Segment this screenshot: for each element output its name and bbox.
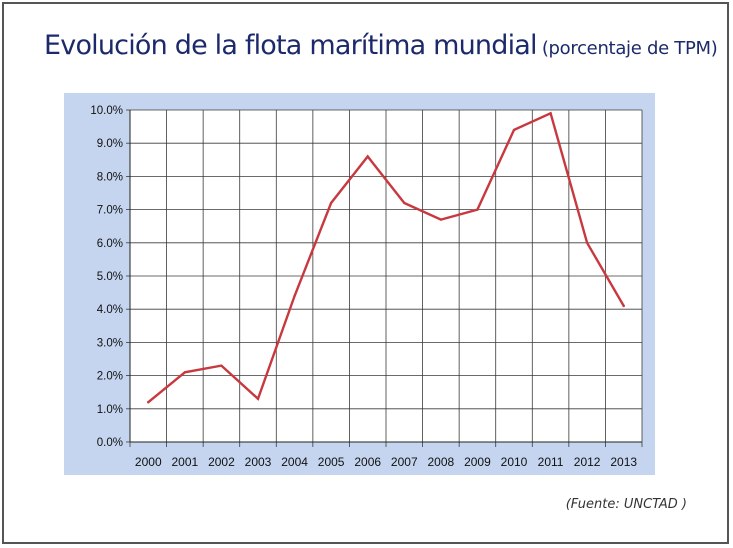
x-tick-label: 2009 xyxy=(464,455,491,469)
data-point xyxy=(220,364,223,367)
chart-title-main: Evolución de la flota marítima mundial xyxy=(44,30,538,61)
data-point xyxy=(147,400,150,404)
data-point xyxy=(256,397,260,401)
series-layer xyxy=(147,111,625,404)
data-point xyxy=(403,201,406,205)
y-tick-label: 8.0% xyxy=(97,171,123,183)
x-tick-label: 2002 xyxy=(208,455,235,469)
data-point xyxy=(549,112,552,115)
x-tick-label: 2012 xyxy=(574,455,601,469)
data-point xyxy=(585,241,589,244)
y-tick-label: 6.0% xyxy=(97,238,123,250)
x-tick-label: 2006 xyxy=(354,455,381,469)
x-tick-label: 2007 xyxy=(391,455,418,469)
chart-title-subtitle: (porcentaje de TPM) xyxy=(541,38,718,59)
x-axis-ticks: 2000 2001 2002 2003 2004 2005 2006 2007 2008 2009… xyxy=(135,455,637,469)
x-tick-label: 2001 xyxy=(172,455,199,469)
data-point xyxy=(183,371,187,374)
gridlines xyxy=(126,109,643,447)
y-tick-label: 3.0% xyxy=(97,337,123,349)
y-tick-label: 5.0% xyxy=(97,271,123,283)
data-point xyxy=(366,155,369,158)
x-tick-label: 2005 xyxy=(318,455,345,469)
series-line xyxy=(147,111,625,404)
y-tick-label: 2.0% xyxy=(97,371,123,383)
data-point xyxy=(622,304,625,308)
x-tick-label: 2008 xyxy=(428,455,455,469)
x-tick-label: 2000 xyxy=(135,455,162,469)
x-tick-label: 2004 xyxy=(281,455,308,469)
y-tick-label: 4.0% xyxy=(97,304,123,316)
y-tick-label: 0.0% xyxy=(97,437,123,449)
x-tick-label: 2010 xyxy=(501,455,528,469)
data-point xyxy=(293,294,296,298)
chart-title: Evolución de la flota marítima mundial (… xyxy=(44,30,718,61)
source-note: (Fuente: UNCTAD ) xyxy=(565,497,687,512)
x-tick-label: 2011 xyxy=(538,455,564,469)
data-point xyxy=(476,208,479,211)
y-tick-label: 1.0% xyxy=(97,404,123,416)
y-axis-ticks: 0.0% 1.0% 2.0% 3.0% 4.0% 5.0% 6.0% 7.0% 8.0% 9.0%… xyxy=(90,105,123,449)
x-tick-label: 2013 xyxy=(610,455,637,469)
data-point xyxy=(439,218,443,221)
y-tick-label: 7.0% xyxy=(97,205,123,217)
y-tick-label: 9.0% xyxy=(97,138,123,150)
y-tick-label: 10.0% xyxy=(90,105,123,117)
x-tick-label: 2003 xyxy=(245,455,272,469)
data-point xyxy=(329,201,333,205)
data-point xyxy=(512,128,516,132)
